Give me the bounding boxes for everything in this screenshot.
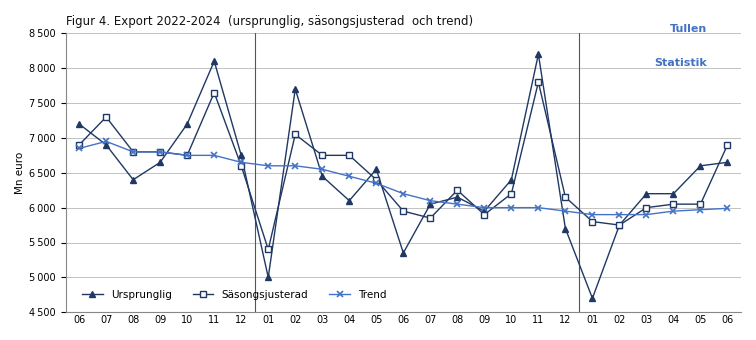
Y-axis label: Mn euro: Mn euro — [15, 152, 25, 194]
Text: Figur 4. Export 2022-2024  (ursprunglig, säsongsjusterad  och trend): Figur 4. Export 2022-2024 (ursprunglig, … — [66, 15, 472, 28]
Text: Tullen: Tullen — [670, 24, 707, 34]
Text: Statistik: Statistik — [654, 58, 707, 68]
Legend: Ursprunglig, Säsongsjusterad, Trend: Ursprunglig, Säsongsjusterad, Trend — [78, 286, 391, 304]
